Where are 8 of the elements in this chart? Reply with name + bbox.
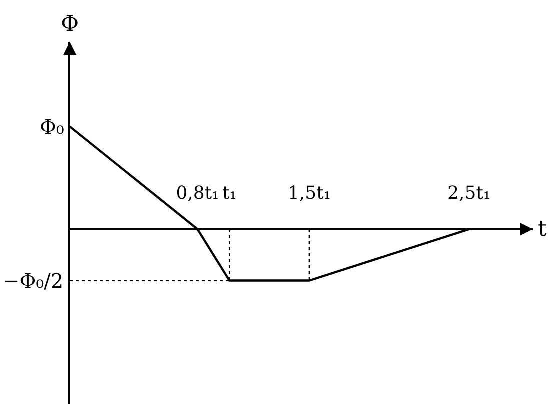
x-axis-title: t bbox=[538, 217, 547, 242]
annotation: −Φ₀/2 bbox=[3, 269, 64, 293]
annotation: Φ₀ bbox=[40, 115, 64, 139]
x-tick-label: 0,8t₁ bbox=[176, 183, 220, 204]
x-tick-label: t₁ bbox=[222, 183, 237, 204]
y-axis-title: Φ bbox=[61, 12, 80, 37]
x-tick-label: 2,5t₁ bbox=[448, 183, 491, 204]
x-tick-label: 1,5t₁ bbox=[288, 183, 332, 204]
